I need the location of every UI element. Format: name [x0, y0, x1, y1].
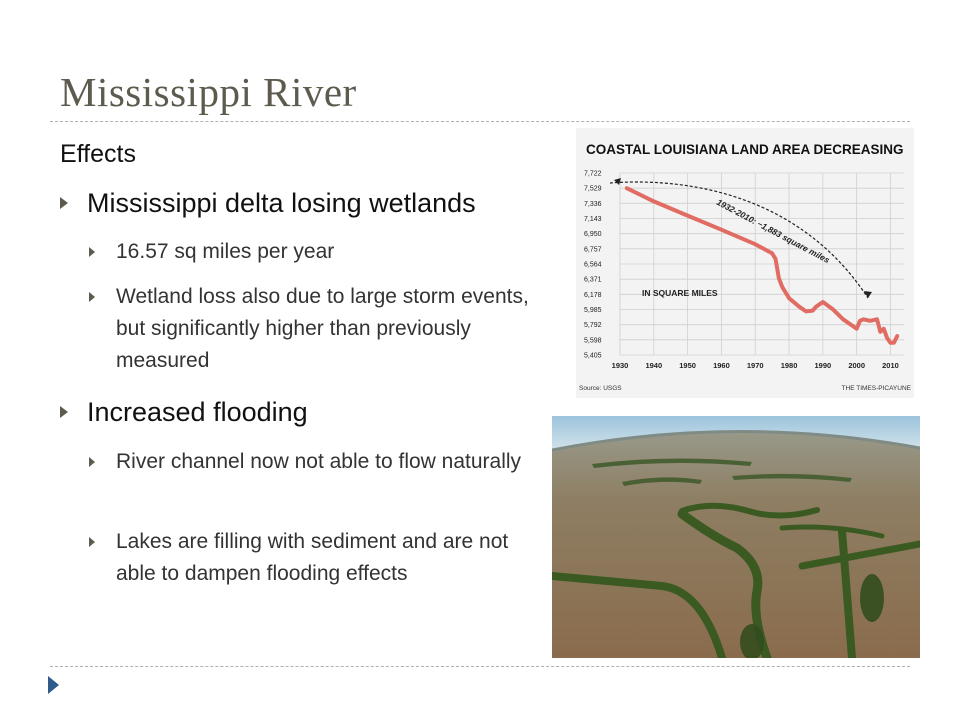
- x-tick-label: 1940: [645, 361, 662, 370]
- chart-unit-label: IN SQUARE MILES: [642, 288, 718, 298]
- y-tick-label: 6,757: [584, 246, 602, 253]
- y-tick-label: 7,336: [584, 201, 602, 208]
- x-tick-label: 1990: [815, 361, 832, 370]
- x-tick-label: 1970: [747, 361, 764, 370]
- series-line: [624, 186, 900, 345]
- y-tick-label: 5,405: [584, 353, 602, 360]
- y-tick-label: 7,722: [584, 171, 602, 178]
- x-tick-label: 1960: [713, 361, 730, 370]
- y-gridlines: [620, 172, 904, 356]
- x-tick-labels: 1930 1940 1950 1960 1970 1980 1990 2000 2010: [612, 361, 899, 370]
- chart-source: Source: USGS: [579, 385, 622, 392]
- sub-bullet-arrow-icon: [89, 457, 95, 467]
- x-tick-label: 1980: [781, 361, 798, 370]
- sub-bullet-arrow-icon: [89, 537, 95, 547]
- title-divider: [50, 121, 910, 122]
- sub-bullet-text: River channel now not able to flow natur…: [116, 450, 522, 473]
- sub-bullet-arrow-icon: [89, 292, 95, 302]
- x-gridlines: [619, 173, 891, 355]
- y-tick-label: 7,143: [584, 216, 602, 223]
- annotation-arrowhead-left: [614, 178, 621, 185]
- chart-credit: THE TIMES-PICAYUNE: [842, 385, 912, 392]
- sub-bullet-text: Lakes are filling with sediment and are …: [116, 530, 509, 585]
- sub-bullet-arrow-icon: [89, 247, 95, 257]
- bullet-arrow-icon: [60, 406, 68, 418]
- y-tick-label: 5,792: [584, 322, 602, 329]
- y-tick-label: 6,564: [584, 262, 602, 269]
- chart-svg: COASTAL LOUISIANA LAND AREA DECREASING 7…: [579, 142, 912, 392]
- y-tick-label: 7,529: [584, 186, 602, 193]
- footer-divider: [50, 666, 910, 667]
- bullet-arrow-icon: [60, 197, 68, 209]
- bullet-text: Increased flooding: [87, 397, 308, 427]
- corner-arrow-icon: [48, 676, 59, 694]
- land-area-chart: COASTAL LOUISIANA LAND AREA DECREASING 7…: [576, 128, 914, 398]
- x-tick-label: 1950: [679, 361, 696, 370]
- y-tick-label: 5,598: [584, 337, 602, 344]
- y-tick-label: 6,950: [584, 231, 602, 238]
- x-tick-label: 2000: [848, 361, 865, 370]
- sub-bullet-text: 16.57 sq miles per year: [116, 240, 335, 263]
- slide-title: Mississippi River: [60, 69, 357, 115]
- bullet-text: Mississippi delta losing wetlands: [87, 188, 476, 218]
- effects-heading: Effects: [60, 140, 136, 168]
- chart-title: COASTAL LOUISIANA LAND AREA DECREASING: [586, 142, 904, 157]
- y-tick-label: 5,985: [584, 307, 602, 314]
- y-tick-labels: 7,722 7,529 7,336 7,143 6,950 6,757 6,564 6,371…: [584, 171, 602, 360]
- x-tick-label: 2010: [882, 361, 899, 370]
- y-tick-label: 6,178: [584, 292, 602, 299]
- annotation-arrowhead-right: [864, 291, 872, 298]
- x-tick-label: 1930: [612, 361, 629, 370]
- aerial-photo-illustration: [552, 416, 920, 658]
- sub-bullet-text: Wetland loss also due to large storm eve…: [116, 285, 529, 372]
- y-tick-label: 6,371: [584, 277, 602, 284]
- flooded-river-photo: [552, 416, 920, 658]
